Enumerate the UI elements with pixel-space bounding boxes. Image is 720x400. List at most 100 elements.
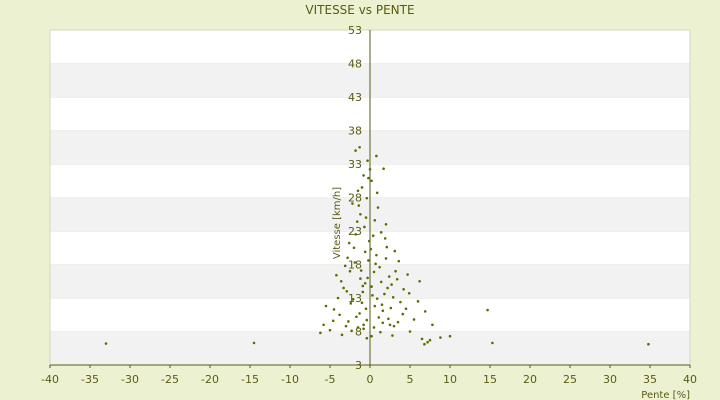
data-point	[353, 261, 357, 264]
data-point	[355, 315, 358, 319]
data-point	[365, 318, 369, 322]
data-point	[366, 159, 369, 162]
data-point	[373, 218, 377, 222]
data-point	[361, 290, 365, 294]
data-point	[328, 328, 332, 332]
data-point	[423, 310, 427, 313]
y-tick-label: 28	[348, 192, 362, 205]
data-point	[319, 331, 322, 335]
data-point	[402, 287, 405, 291]
y-tick-label: 8	[355, 326, 362, 339]
x-tick-label: 15	[483, 373, 497, 386]
data-point	[351, 202, 354, 205]
data-point	[356, 189, 360, 193]
x-tick-label: -5	[325, 373, 336, 386]
data-point	[372, 326, 376, 329]
data-point	[381, 321, 385, 325]
data-point	[347, 320, 350, 323]
x-tick-label: 0	[367, 373, 374, 386]
data-point	[389, 306, 393, 310]
data-point	[362, 327, 365, 331]
data-point	[344, 324, 348, 328]
y-axis-label: Vitesse [km/h]	[332, 187, 343, 259]
data-point	[382, 167, 385, 170]
data-point	[387, 317, 390, 321]
data-point	[381, 309, 385, 313]
y-tick-label: 3	[355, 359, 362, 372]
data-point	[322, 323, 325, 327]
y-tick-label: 33	[348, 158, 362, 171]
data-point	[431, 323, 434, 327]
data-point	[363, 281, 367, 285]
data-point	[377, 316, 381, 319]
data-point	[342, 286, 345, 290]
data-point	[375, 191, 379, 195]
data-points	[104, 145, 650, 346]
data-point	[408, 330, 412, 333]
data-point	[418, 279, 421, 283]
y-tick-label: 53	[348, 24, 362, 37]
data-point	[448, 334, 452, 338]
data-point	[363, 225, 366, 229]
data-point	[385, 245, 389, 249]
data-point	[104, 342, 108, 345]
data-point	[338, 313, 341, 317]
data-point	[367, 239, 371, 243]
data-point	[373, 304, 377, 308]
data-point	[384, 257, 388, 260]
data-point	[379, 330, 382, 334]
data-point	[367, 259, 370, 262]
data-point	[351, 298, 355, 301]
data-point	[416, 300, 420, 303]
data-point	[391, 296, 395, 299]
data-point	[412, 318, 416, 321]
data-point	[339, 279, 343, 283]
y-tick-label: 38	[348, 125, 362, 138]
data-point	[371, 234, 375, 237]
data-point	[378, 265, 381, 269]
x-tick-label: -20	[201, 373, 219, 386]
data-point	[491, 341, 494, 345]
data-point	[363, 250, 367, 254]
data-point	[336, 296, 340, 300]
data-point	[364, 307, 368, 311]
data-point	[379, 280, 383, 284]
data-point	[354, 149, 357, 152]
x-tick-label: 35	[643, 373, 657, 386]
data-point	[360, 186, 364, 189]
y-tick-label: 48	[348, 58, 362, 71]
data-point	[362, 174, 365, 177]
data-point	[340, 333, 344, 337]
x-tick-label: -25	[161, 373, 179, 386]
x-tick-label: 10	[443, 373, 457, 386]
data-point	[360, 301, 364, 304]
data-point	[387, 275, 391, 278]
data-point	[370, 285, 373, 288]
data-point	[401, 312, 405, 316]
x-tick-label: 25	[563, 373, 577, 386]
data-point	[355, 220, 359, 223]
data-point	[428, 338, 432, 342]
y-tick-label: 18	[348, 259, 362, 272]
data-point	[345, 290, 349, 293]
data-point	[407, 292, 411, 295]
chart-title: VITESSE vs PENTE	[305, 3, 414, 17]
data-point	[346, 256, 349, 260]
data-point	[384, 223, 388, 226]
x-tick-label: -15	[241, 373, 259, 386]
data-point	[357, 204, 361, 207]
data-point	[354, 233, 357, 236]
y-tick-label: 43	[348, 91, 362, 104]
data-point	[375, 154, 378, 158]
data-point	[383, 292, 386, 296]
x-tick-label: -10	[281, 373, 299, 386]
data-point	[352, 246, 356, 250]
data-point	[647, 342, 650, 346]
data-point	[365, 196, 369, 200]
x-tick-labels: -40 -35 -30 -25 -20 -15 -10 -5 0 5 10 15 20 25 30 35 40	[41, 365, 697, 386]
y-tick-label: 23	[348, 225, 362, 238]
data-point	[375, 253, 378, 257]
